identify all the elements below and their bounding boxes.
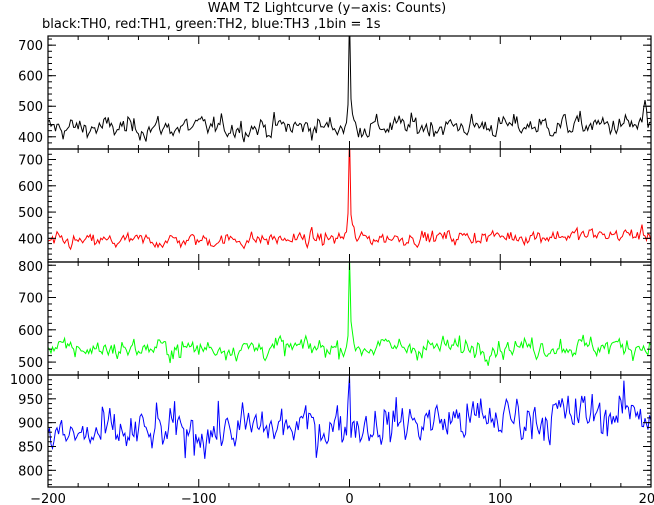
- chart-subtitle: black:TH0, red:TH1, green:TH2, blue:TH3 …: [42, 17, 381, 32]
- y-tick-label: 1000: [10, 373, 43, 388]
- y-tick-label: 700: [18, 292, 43, 307]
- y-tick-label: 800: [18, 260, 43, 275]
- y-tick-label: 700: [18, 154, 43, 169]
- x-tick-label: 0: [345, 492, 353, 505]
- panel-2: 500 600 700 800: [18, 260, 652, 376]
- series-line-TH1: [48, 149, 651, 251]
- y-tick-label: 900: [18, 417, 43, 432]
- y-tick-label: 850: [18, 440, 43, 455]
- y-tick-label: 950: [18, 393, 43, 408]
- y-tick-label: 600: [18, 180, 43, 195]
- panel-frame: [47, 35, 652, 150]
- y-tick-label: 400: [18, 232, 43, 247]
- y-tick-label: 500: [18, 100, 43, 115]
- chart-title: WAM T2 Lightcurve (y−axis: Counts): [207, 1, 447, 16]
- y-tick-label: 700: [18, 39, 43, 54]
- series-line-TH3: [48, 375, 651, 459]
- panel-3: 800 850 900 950 1000 −200 −100 0 100 200: [10, 373, 654, 505]
- y-tick-label: 400: [18, 131, 43, 146]
- panel-frame: [47, 148, 652, 263]
- panel-0: 400 500 600 700: [18, 35, 652, 150]
- series-line-TH2: [48, 262, 651, 366]
- y-tick-label: 600: [18, 324, 43, 339]
- y-tick-label: 500: [18, 356, 43, 371]
- x-tick-label: 100: [488, 492, 513, 505]
- y-tick-label: 800: [18, 464, 43, 479]
- panel-1: 400 500 600 700: [18, 148, 652, 263]
- x-tick-label: −200: [30, 492, 66, 505]
- y-tick-label: 500: [18, 206, 43, 221]
- y-tick-label: 600: [18, 70, 43, 85]
- x-tick-label: −100: [181, 492, 217, 505]
- series-line-TH0: [48, 36, 651, 143]
- x-tick-label: 200: [639, 492, 654, 505]
